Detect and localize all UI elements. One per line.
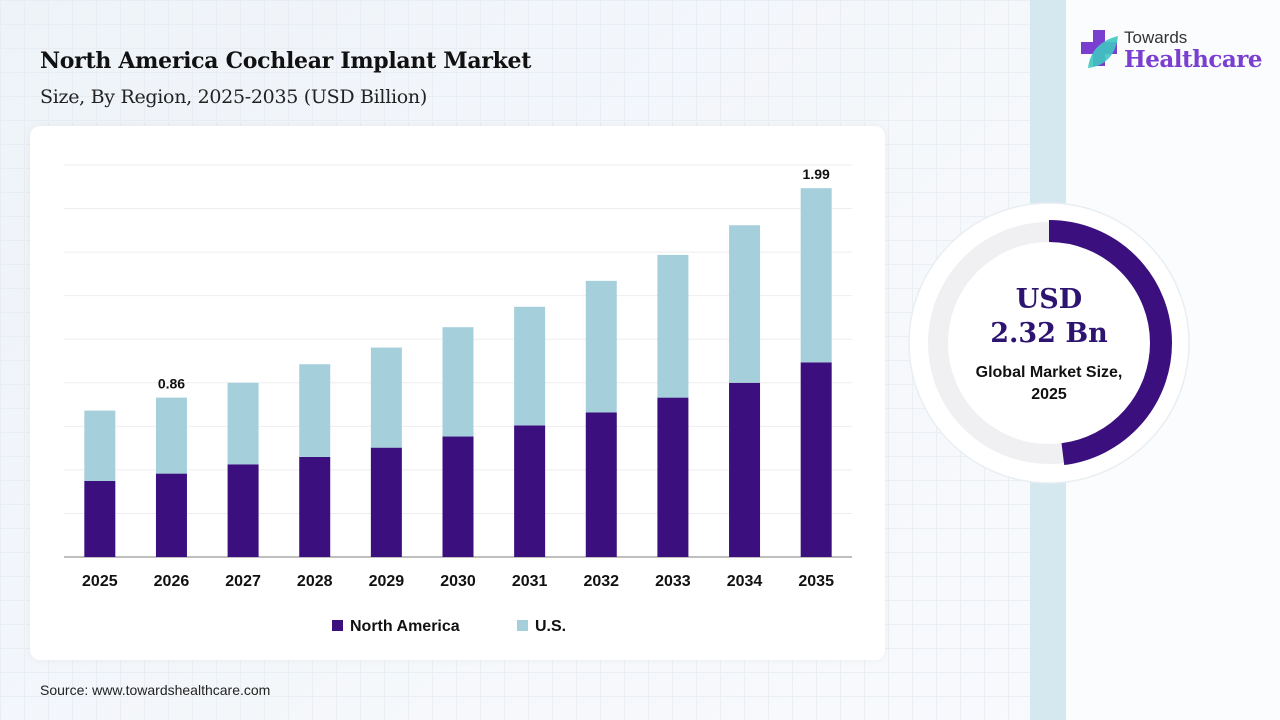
x-tick-label: 2031 [512, 573, 548, 590]
bar-north-america-2034 [729, 382, 761, 557]
data-label: 0.86 [158, 376, 185, 392]
source-note: Source: www.towardshealthcare.com [40, 682, 271, 698]
x-tick-label: 2028 [297, 573, 333, 590]
bar-us-2035 [800, 188, 832, 363]
x-tick-label: 2033 [655, 573, 691, 590]
bar-us-2032 [585, 280, 617, 413]
donut-label: Global Market Size, 2025 [975, 364, 1123, 403]
bar-north-america-2025 [84, 481, 116, 557]
bar-us-2034 [729, 225, 761, 383]
x-tick-label: 2030 [440, 573, 476, 590]
bar-us-2028 [299, 364, 331, 457]
bar-north-america-2027 [227, 464, 259, 557]
legend-swatch [332, 620, 343, 631]
page-subtitle: Size, By Region, 2025-2035 (USD Billion) [40, 86, 427, 108]
legend-swatch [517, 620, 528, 631]
bar-us-2030 [442, 327, 474, 437]
x-tick-label: 2034 [727, 573, 763, 590]
logo-text-towards: Towards [1124, 28, 1188, 47]
bar-us-2026 [155, 397, 187, 474]
bar-north-america-2032 [585, 412, 617, 557]
bar-north-america-2030 [442, 436, 474, 557]
bar-north-america-2031 [514, 425, 546, 557]
donut-arc [926, 220, 1172, 466]
bar-north-america-2035 [800, 362, 832, 557]
chart-card: 2025 2026 0.86 2027 2028 2029 2030 2031 2032 2033… [30, 126, 885, 660]
x-tick-label: 2032 [583, 573, 619, 590]
bar-north-america-2033 [657, 397, 689, 557]
donut-chart [908, 202, 1190, 484]
donut-currency: USD [1015, 284, 1083, 315]
market-size-donut: USD 2.32 Bn Global Market Size, 2025 [906, 200, 1192, 486]
stacked-bar-chart: 2025 2026 0.86 2027 2028 2029 2030 2031 2032 2033… [64, 164, 852, 635]
legend-label: North America [350, 618, 460, 635]
x-tick-label: 2025 [82, 573, 118, 590]
donut-value: 2.32 Bn [990, 318, 1108, 349]
x-tick-label: 2027 [225, 573, 261, 590]
data-label: 1.99 [803, 166, 830, 182]
legend-label: U.S. [535, 618, 566, 635]
bar-us-2029 [370, 347, 402, 448]
x-tick-label: 2029 [369, 573, 405, 590]
x-tick-label: 2026 [154, 573, 190, 590]
bar-us-2031 [514, 306, 546, 426]
bar-north-america-2026 [155, 473, 187, 557]
bar-us-2025 [84, 410, 116, 482]
logo: Towards Healthcare [1080, 28, 1263, 78]
medical-cross-leaf-icon [1081, 30, 1118, 68]
logo-text-healthcare: Healthcare [1124, 46, 1263, 73]
donut-outer-disk [908, 202, 1190, 484]
bar-us-2033 [657, 254, 689, 398]
page-title: North America Cochlear Implant Market [40, 48, 532, 74]
bar-us-2027 [227, 382, 259, 465]
bar-north-america-2028 [299, 456, 331, 557]
x-tick-label: 2035 [798, 573, 834, 590]
bar-north-america-2029 [370, 447, 402, 557]
